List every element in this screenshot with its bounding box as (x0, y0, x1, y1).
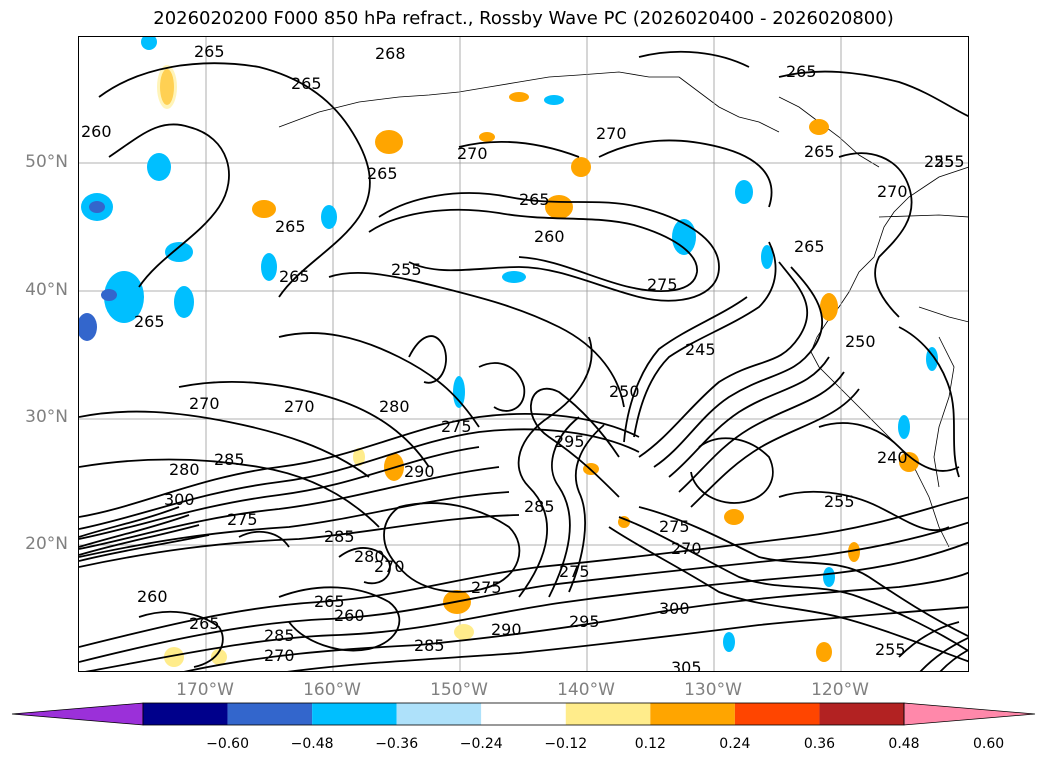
contour-label: 295 (554, 432, 585, 451)
lon-label: 150°W (430, 680, 488, 700)
contour-label: 285 (524, 497, 555, 516)
lon-label: 120°W (811, 680, 869, 700)
colorbar-segment (819, 703, 904, 725)
contour-label: 265 (519, 190, 550, 209)
contour-label: 260 (534, 227, 565, 246)
contour-label: 265 (804, 142, 835, 161)
colorbar-tick: 0.60 (972, 736, 1005, 752)
contour-label: 265 (367, 164, 398, 183)
colorbar-tick: 0.12 (634, 736, 666, 752)
contour-label: 255 (391, 260, 422, 279)
anomaly-fills (79, 37, 938, 667)
contour-label: 270 (671, 539, 702, 558)
contour-label: 265 (786, 62, 817, 81)
map-panel: 265 268 265 260 265 270 270 265 265 270 … (78, 36, 969, 672)
map-canvas: 265 268 265 260 265 270 270 265 265 270 … (79, 37, 968, 672)
colorbar-tick: 0.48 (888, 736, 920, 752)
contour-label: 265 (314, 592, 345, 611)
contour-label: 275 (441, 417, 472, 436)
contour-label: 270 (877, 182, 908, 201)
contour-label: 280 (354, 547, 385, 566)
contour-label: 300 (659, 599, 690, 618)
contour-label: 265 (279, 267, 310, 286)
map-title: 2026020200 F000 850 hPa refract., Rossby… (153, 8, 894, 29)
lon-label: 170°W (176, 680, 234, 700)
contour-label: 285 (414, 636, 445, 655)
colorbar-tick: −0.36 (375, 736, 419, 752)
contour-label: 265 (794, 237, 825, 256)
colorbar-segment (312, 703, 397, 725)
contour-label: 265 (194, 42, 225, 61)
contour-label: 285 (264, 626, 295, 645)
contour-label: 280 (169, 460, 200, 479)
contour-label: 250 (609, 382, 640, 401)
colorbar-segment (227, 703, 313, 725)
contour-label: 290 (404, 462, 435, 481)
colorbar-extend-high (903, 702, 1036, 726)
contour-label: 270 (284, 397, 315, 416)
lat-label: 20°N (25, 534, 68, 554)
contour-label: 275 (559, 562, 590, 581)
contour-label: 265 (291, 74, 322, 93)
colorbar-segment (143, 703, 228, 725)
colorbar-extend-low (11, 702, 144, 726)
contour-label: 260 (137, 587, 168, 606)
contour-label: 270 (596, 124, 627, 143)
colorbar-border (142, 702, 905, 726)
contour-label: 245 (685, 340, 716, 359)
colorbar-tick: −0.48 (290, 736, 334, 752)
contour-label: 270 (457, 144, 488, 163)
colorbar-tick: 0.36 (803, 736, 836, 752)
lon-label: 160°W (303, 680, 361, 700)
lon-label: 130°W (684, 680, 742, 700)
contour-label: 305 (671, 658, 702, 672)
colorbar-tick: 0.24 (719, 736, 751, 752)
contour-label: 268 (375, 44, 406, 63)
contour-labels: 265 268 265 260 265 270 270 265 265 270 … (81, 42, 965, 672)
contour-label: 275 (659, 517, 690, 536)
lat-label: 30°N (25, 407, 68, 427)
contour-label: 260 (81, 122, 112, 141)
contour-label: 285 (324, 527, 355, 546)
contour-label: 300 (164, 490, 195, 509)
colorbar-segment (396, 703, 482, 725)
contour-label: 275 (471, 578, 502, 597)
contour-label: 270 (264, 646, 295, 665)
contour-lines (79, 50, 968, 671)
contour-label: 270 (189, 394, 220, 413)
colorbar-segment (481, 703, 566, 725)
colorbar-segment (565, 703, 651, 725)
colorbar-segment (650, 703, 735, 725)
lat-label: 40°N (25, 280, 68, 300)
contour-label: 255 (875, 640, 906, 659)
contour-label: 255 (824, 492, 855, 511)
contour-label: 290 (491, 620, 522, 639)
graticule (79, 37, 968, 671)
colorbar-tick: −0.12 (544, 736, 588, 752)
contour-label: 265 (189, 614, 220, 633)
contour-label: 260 (334, 606, 365, 625)
lat-label: 50°N (25, 152, 68, 172)
contour-label: 255 (934, 152, 965, 171)
contour-label: 295 (569, 612, 600, 631)
lon-label: 140°W (557, 680, 615, 700)
colorbar-tick: −0.24 (459, 736, 503, 752)
contour-label: 280 (379, 397, 410, 416)
contour-label: 275 (227, 510, 258, 529)
colorbar (11, 702, 1036, 726)
colorbar-tick: −0.60 (206, 736, 249, 752)
colorbar-segment (734, 703, 820, 725)
contour-label: 270 (374, 557, 405, 576)
contour-label: 240 (877, 448, 908, 467)
contour-label: 265 (275, 217, 306, 236)
contour-label: 285 (214, 450, 245, 469)
contour-label: 275 (647, 275, 678, 294)
contour-label: 265 (134, 312, 165, 331)
contour-label: 250 (845, 332, 876, 351)
contour-label: 255 (924, 152, 955, 171)
